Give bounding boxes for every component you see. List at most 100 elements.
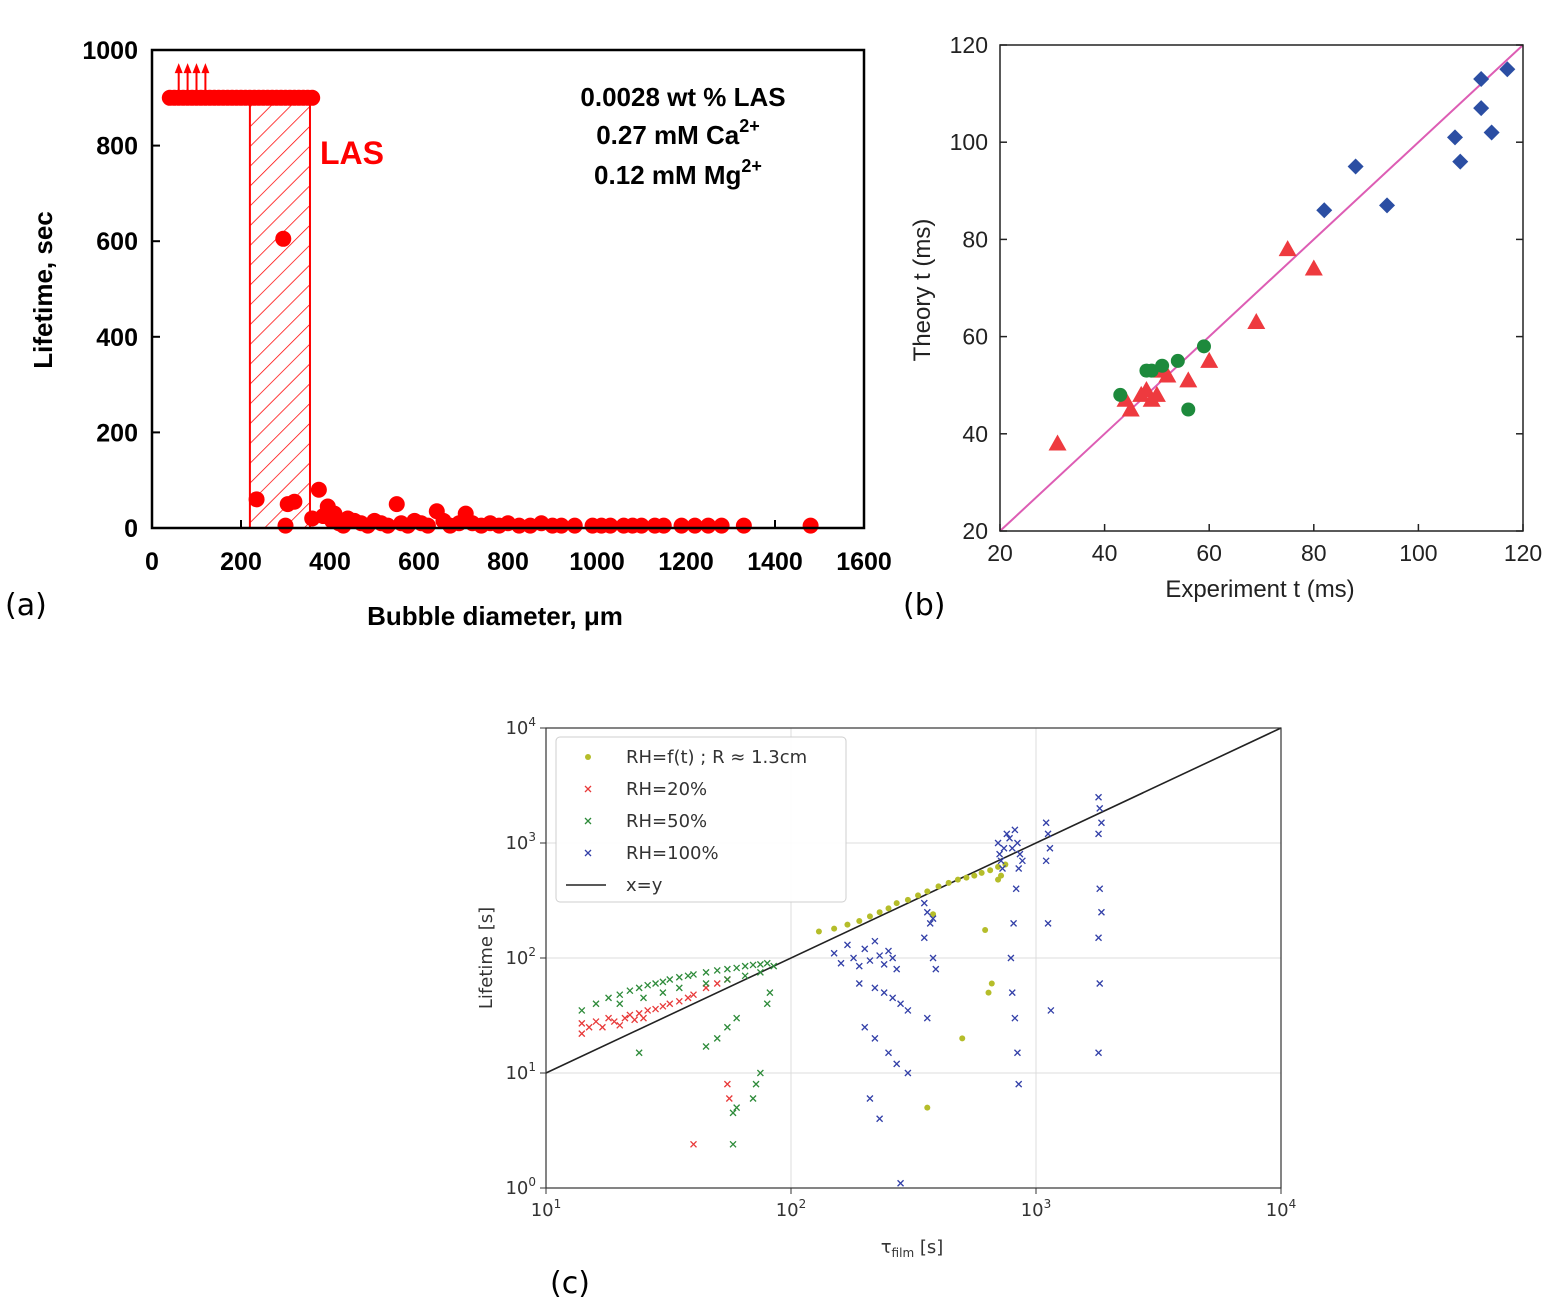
x-marker-point xyxy=(756,1069,764,1077)
legend-marker-x xyxy=(584,785,592,793)
diamond-point xyxy=(1379,197,1396,214)
arrow-head xyxy=(201,63,210,74)
las-hatched-region xyxy=(248,96,311,530)
data-point xyxy=(275,230,292,247)
x-marker-point xyxy=(1012,885,1020,893)
dot-point xyxy=(930,911,937,918)
x-marker-point xyxy=(592,1018,600,1026)
x-marker-point xyxy=(1096,885,1104,893)
x-marker-point xyxy=(1015,1080,1023,1088)
identity-line xyxy=(999,44,1524,532)
x-marker-point xyxy=(885,1049,892,1057)
x-marker-point xyxy=(605,1014,613,1022)
chart-a-frame xyxy=(150,48,866,530)
x-marker-point xyxy=(592,1000,600,1008)
x-marker-point xyxy=(1044,919,1052,927)
data-point xyxy=(802,517,819,534)
x-marker-point xyxy=(1010,919,1018,927)
chart-c-frame xyxy=(545,727,1282,1189)
x-marker-point xyxy=(850,954,858,962)
x-marker-point xyxy=(871,984,879,992)
x-marker-point xyxy=(684,994,692,1002)
x-marker-point xyxy=(766,989,774,997)
y-tick-label: 80 xyxy=(962,226,988,252)
data-point xyxy=(511,517,528,534)
x-marker-point xyxy=(876,1115,884,1123)
diamond-point xyxy=(1473,100,1490,117)
x-tick-label: 1400 xyxy=(747,548,803,576)
panel-label-a: (a) xyxy=(5,588,47,623)
x-marker-point xyxy=(1095,1049,1102,1057)
y-tick-label: 1000 xyxy=(82,37,138,65)
data-point xyxy=(673,517,690,534)
y-tick-label: 104 xyxy=(505,715,536,739)
x-marker-point xyxy=(644,981,652,989)
diamond-point xyxy=(1316,202,1333,219)
triangle-point xyxy=(1158,366,1177,383)
x-marker-point xyxy=(1006,834,1014,842)
x-marker-point xyxy=(1098,819,1105,827)
data-point xyxy=(419,517,436,534)
x-marker-point xyxy=(723,976,731,983)
dot-point xyxy=(971,872,978,879)
y-tick-label: 101 xyxy=(505,1060,536,1084)
data-point xyxy=(566,517,583,534)
x-marker-point xyxy=(690,1140,697,1148)
y-axis-label: Lifetime, sec xyxy=(28,211,58,369)
diamond-point xyxy=(1483,124,1500,141)
x-tick-label: 1600 xyxy=(836,548,892,576)
data-point xyxy=(310,481,327,498)
x-marker-point xyxy=(929,915,937,923)
x-marker-point xyxy=(741,962,749,970)
x-marker-point xyxy=(733,1104,741,1112)
x-marker-point xyxy=(861,945,869,953)
dot-point xyxy=(995,863,1002,870)
data-point xyxy=(713,517,730,534)
circle-point xyxy=(1196,339,1211,354)
x-marker-point xyxy=(1015,865,1023,872)
x-marker-point xyxy=(1095,830,1102,838)
x-tick-label: 100 xyxy=(1399,540,1437,566)
legend-label: RH=50% xyxy=(626,811,707,832)
data-point xyxy=(286,493,303,510)
diamond-point xyxy=(1447,129,1464,146)
dot-point xyxy=(856,917,863,924)
x-marker-point xyxy=(666,976,674,983)
data-point xyxy=(686,517,703,534)
x-equals-y-line xyxy=(545,727,1282,1074)
x-tick-label: 200 xyxy=(220,548,262,576)
x-marker-point xyxy=(652,1005,660,1013)
x-marker-point xyxy=(929,954,937,962)
x-axis-label: τfilm [s] xyxy=(881,1237,944,1260)
x-marker-point xyxy=(1046,844,1054,852)
x-tick-label: 120 xyxy=(1504,540,1542,566)
x-marker-point xyxy=(644,1006,652,1014)
diamond-point xyxy=(1499,61,1516,78)
triangle-point xyxy=(1304,259,1323,276)
dot-point xyxy=(885,905,892,912)
x-marker-point xyxy=(756,968,764,976)
x-tick-label: 1200 xyxy=(658,548,714,576)
x-tick-label: 103 xyxy=(1021,1197,1052,1221)
triangle-point xyxy=(1147,385,1166,402)
legend-label: RH=100% xyxy=(626,843,719,864)
x-marker-point xyxy=(733,964,741,972)
triangle-point xyxy=(1278,240,1297,257)
dot-point xyxy=(844,921,851,928)
chart-b: 20 40 60 80 100 120 20 40 60 80 100 120 Experiment … xyxy=(909,32,1542,603)
y-tick-label: 100 xyxy=(505,1175,536,1199)
data-point xyxy=(379,517,396,534)
x-marker-point xyxy=(1013,1049,1021,1057)
x-tick-label: 101 xyxy=(531,1197,562,1221)
legend-label: RH=20% xyxy=(626,779,707,800)
x-marker-point xyxy=(880,989,888,997)
x-marker-point xyxy=(616,1021,624,1029)
y-tick-label: 200 xyxy=(96,419,138,447)
circle-point xyxy=(1144,363,1159,378)
x-marker-point xyxy=(871,1034,879,1042)
chart-c-points xyxy=(578,793,1105,1187)
x-marker-point xyxy=(729,1140,737,1148)
y-tick-label: 100 xyxy=(950,129,988,155)
